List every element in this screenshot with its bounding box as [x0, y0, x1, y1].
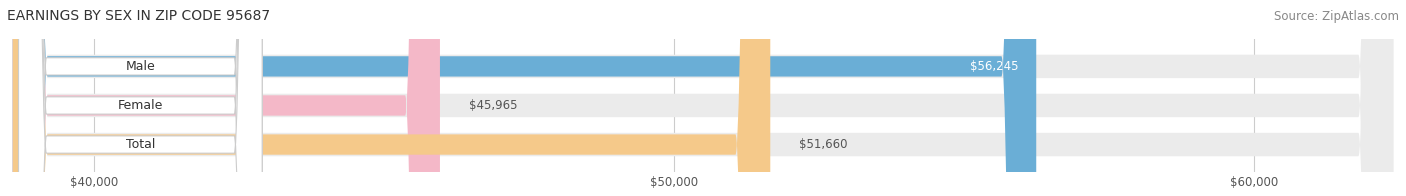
FancyBboxPatch shape [13, 0, 440, 196]
Text: $56,245: $56,245 [970, 60, 1019, 73]
FancyBboxPatch shape [13, 0, 1393, 196]
FancyBboxPatch shape [18, 0, 262, 196]
FancyBboxPatch shape [18, 0, 262, 196]
Text: Female: Female [118, 99, 163, 112]
Text: Male: Male [125, 60, 155, 73]
Text: Source: ZipAtlas.com: Source: ZipAtlas.com [1274, 10, 1399, 23]
FancyBboxPatch shape [13, 0, 1036, 196]
FancyBboxPatch shape [13, 0, 1393, 196]
Text: EARNINGS BY SEX IN ZIP CODE 95687: EARNINGS BY SEX IN ZIP CODE 95687 [7, 9, 270, 23]
Text: $45,965: $45,965 [470, 99, 517, 112]
FancyBboxPatch shape [13, 0, 770, 196]
FancyBboxPatch shape [18, 0, 262, 196]
FancyBboxPatch shape [13, 0, 1393, 196]
Text: $51,660: $51,660 [799, 138, 848, 151]
Text: Total: Total [125, 138, 155, 151]
